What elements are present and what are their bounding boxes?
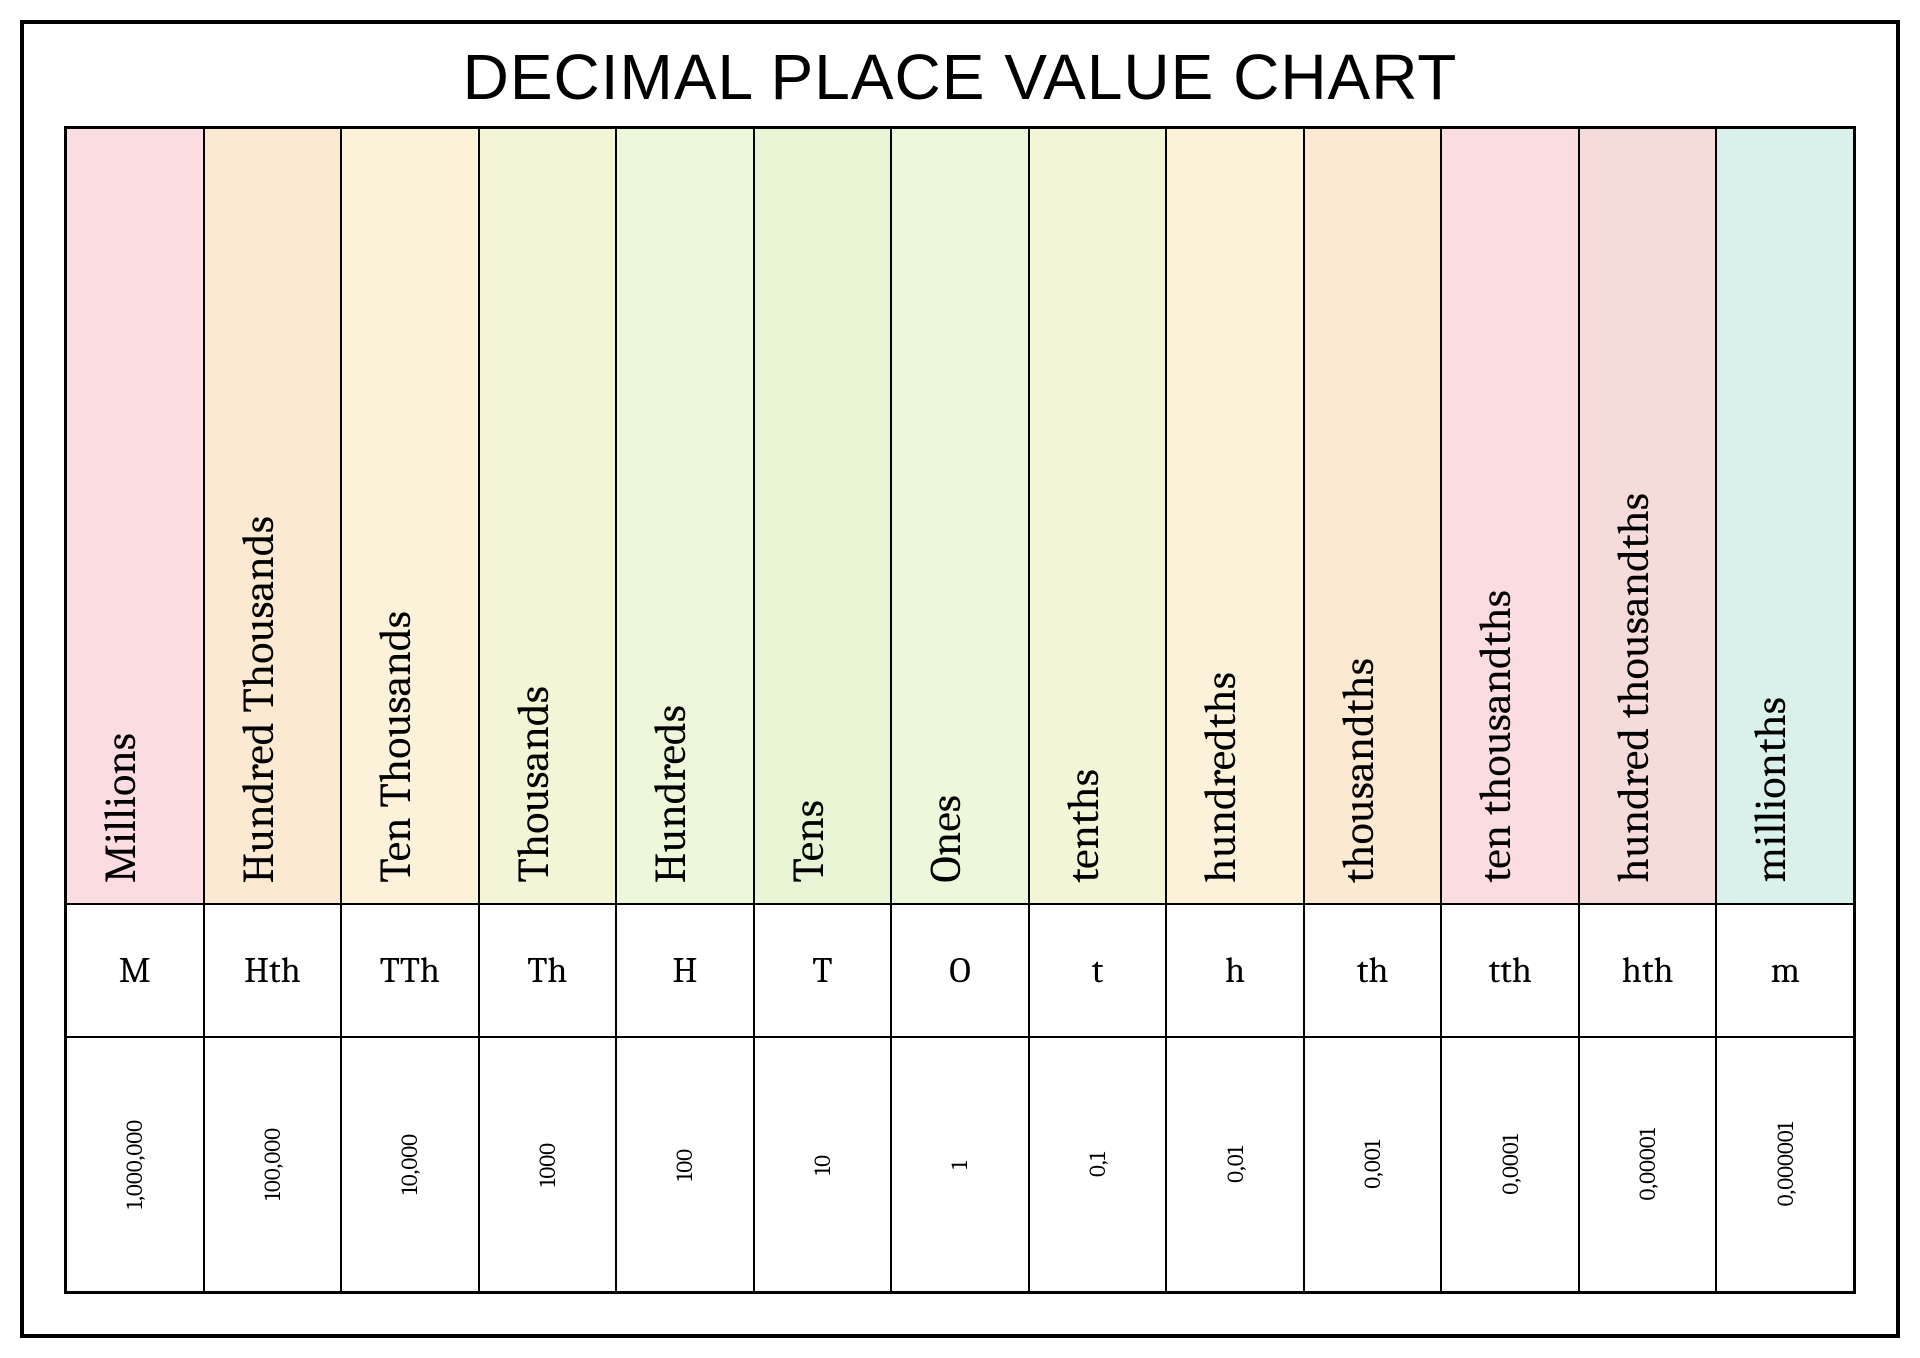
place-value-cell: 10 <box>754 1037 892 1292</box>
place-abbr-cell: M <box>66 904 204 1037</box>
place-abbr: Th <box>527 950 567 991</box>
place-value: 1,000,000 <box>121 1120 148 1209</box>
place-abbr: hth <box>1622 950 1674 991</box>
place-name: Ten Thousands <box>370 611 421 883</box>
place-value-cell: 0,000001 <box>1716 1037 1854 1292</box>
place-abbr-cell: O <box>891 904 1029 1037</box>
place-value-cell: 0,001 <box>1304 1037 1442 1292</box>
place-value: 10 <box>809 1155 836 1175</box>
place-name: tenths <box>1058 769 1109 883</box>
place-abbr-cell: tth <box>1441 904 1579 1037</box>
chart-frame: DECIMAL PLACE VALUE CHART Millions Hundre… <box>20 20 1900 1338</box>
place-name-cell: millionths <box>1716 128 1854 904</box>
place-value-cell: 10,000 <box>341 1037 479 1292</box>
place-name: Hundred Thousands <box>233 516 284 883</box>
place-value: 0,00001 <box>1634 1128 1661 1201</box>
place-abbr-cell: hth <box>1579 904 1717 1037</box>
place-name-cell: Tens <box>754 128 892 904</box>
place-abbr: t <box>1092 950 1104 991</box>
place-value-cell: 0,0001 <box>1441 1037 1579 1292</box>
place-name: Ones <box>920 795 971 883</box>
place-abbr: M <box>119 950 151 991</box>
place-value-cell: 1000 <box>479 1037 617 1292</box>
place-name-cell: Millions <box>66 128 204 904</box>
place-name: Hundreds <box>645 705 696 883</box>
place-name: Thousands <box>508 686 559 883</box>
place-value: 0,0001 <box>1497 1134 1524 1195</box>
place-abbr: th <box>1357 950 1389 991</box>
place-abbr-cell: t <box>1029 904 1167 1037</box>
place-abbr-cell: th <box>1304 904 1442 1037</box>
place-abbr: tth <box>1488 950 1531 991</box>
place-value: 0,1 <box>1084 1152 1111 1177</box>
place-value-grid: Millions Hundred Thousands Ten Thousands Th… <box>64 126 1856 1294</box>
place-name-cell: Thousands <box>479 128 617 904</box>
place-value-cell: 0,1 <box>1029 1037 1167 1292</box>
place-value-cell: 100 <box>616 1037 754 1292</box>
place-name: thousandths <box>1333 658 1384 883</box>
place-name-cell: Hundreds <box>616 128 754 904</box>
place-name: hundred thousandths <box>1608 493 1659 883</box>
place-name-cell: tenths <box>1029 128 1167 904</box>
place-value-cell: 1 <box>891 1037 1029 1292</box>
place-abbr: TTh <box>380 950 440 991</box>
place-value-cell: 0,01 <box>1166 1037 1304 1292</box>
place-name: millionths <box>1745 697 1796 883</box>
place-name-cell: hundred thousandths <box>1579 128 1717 904</box>
place-value-cell: 100,000 <box>204 1037 342 1292</box>
place-abbr-cell: h <box>1166 904 1304 1037</box>
place-name-cell: Ones <box>891 128 1029 904</box>
place-value: 100,000 <box>259 1128 286 1201</box>
place-abbr-cell: TTh <box>341 904 479 1037</box>
place-abbr-cell: Th <box>479 904 617 1037</box>
place-value-cell: 0,00001 <box>1579 1037 1717 1292</box>
place-name: ten thousandths <box>1470 590 1521 883</box>
place-value: 100 <box>671 1149 698 1181</box>
place-abbr-cell: m <box>1716 904 1854 1037</box>
place-abbr: O <box>949 950 971 991</box>
place-abbr-cell: H <box>616 904 754 1037</box>
place-abbr: T <box>812 950 832 991</box>
place-name: Tens <box>783 800 834 883</box>
chart-title: DECIMAL PLACE VALUE CHART <box>64 34 1856 126</box>
place-name: Millions <box>95 733 146 883</box>
place-name-cell: hundredths <box>1166 128 1304 904</box>
place-value: 1 <box>946 1161 973 1169</box>
place-value: 0,001 <box>1359 1140 1386 1189</box>
place-name-cell: thousandths <box>1304 128 1442 904</box>
place-name-cell: ten thousandths <box>1441 128 1579 904</box>
place-abbr-cell: Hth <box>204 904 342 1037</box>
place-abbr: H <box>672 950 697 991</box>
place-value: 1000 <box>534 1143 561 1187</box>
place-name-cell: Ten Thousands <box>341 128 479 904</box>
place-name: hundredths <box>1195 672 1246 883</box>
place-abbr: Hth <box>244 950 301 991</box>
place-value: 10,000 <box>396 1134 423 1195</box>
place-abbr: h <box>1225 950 1245 991</box>
place-name-cell: Hundred Thousands <box>204 128 342 904</box>
place-value-cell: 1,000,000 <box>66 1037 204 1292</box>
place-abbr: m <box>1771 950 1800 991</box>
place-value: 0,01 <box>1222 1146 1249 1183</box>
place-value: 0,000001 <box>1772 1122 1799 1206</box>
place-abbr-cell: T <box>754 904 892 1037</box>
